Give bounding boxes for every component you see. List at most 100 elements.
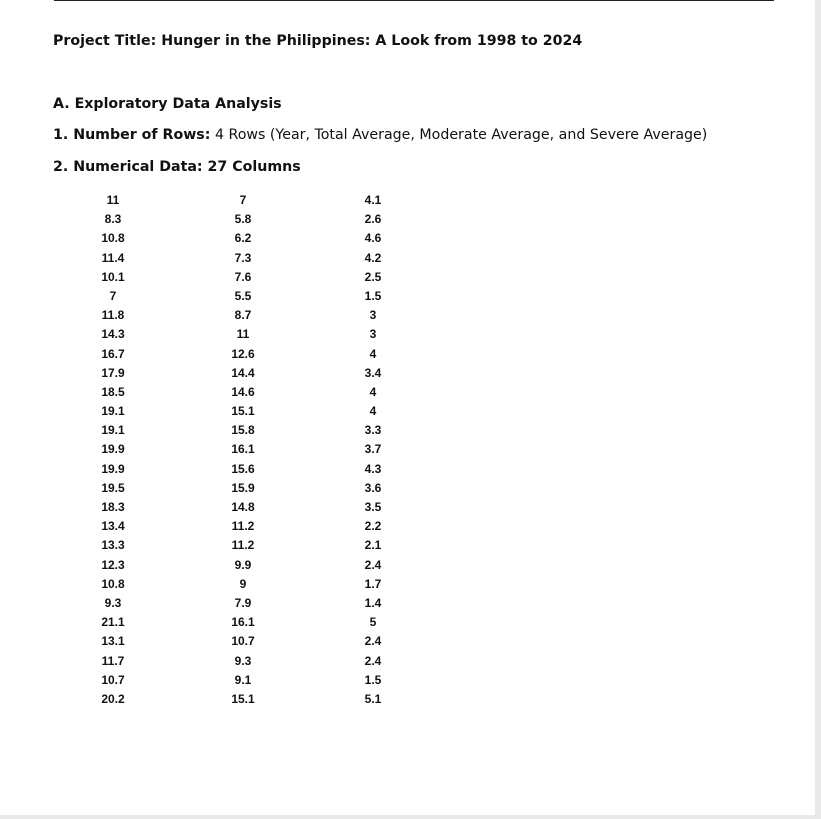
table-cell: 10.7 [101,672,125,687]
table-cell: 5.1 [364,691,382,706]
table-cell: 15.1 [231,691,255,706]
table-cell: 15.1 [231,404,255,419]
project-title-label: Project Title: [53,33,157,49]
table-cell: 15.6 [231,461,255,476]
table-cell: 21.1 [101,615,125,630]
table-cell: 3.7 [364,442,382,457]
table-cell: 14.3 [101,327,125,342]
numerical-heading: 2. Numerical Data: 27 Columns [53,159,301,175]
table-cell: 20.2 [101,691,125,706]
table-row: 19.1 15.1 4 [0,402,815,421]
rows-text: 4 Rows (Year, Total Average, Moderate Av… [214,127,708,143]
table-cell: 15.8 [231,423,255,438]
table-row: 19.5 15.9 3.6 [0,479,815,498]
section-heading: A. Exploratory Data Analysis [53,96,282,112]
table-row: 13.4 11.2 2.2 [0,517,815,536]
table-cell: 8.7 [234,308,252,323]
table-cell: 12.6 [231,346,255,361]
table-row: 14.3 11 3 [0,325,815,344]
rows-line: 1. Number of Rows: 4 Rows (Year, Total A… [53,127,707,143]
table-row: 8.3 5.8 2.6 [0,210,815,229]
table-cell: 4.3 [364,461,382,476]
table-cell: 4.1 [364,193,382,207]
table-cell: 1.5 [364,672,382,687]
table-row: 19.9 15.6 4.3 [0,460,815,479]
table-cell: 18.3 [101,500,125,514]
table-cell: 4.6 [364,231,382,246]
table-cell: 5 [369,615,377,630]
table-cell: 19.5 [101,480,125,495]
table-cell: 2.1 [364,538,382,553]
table-cell: 11.8 [101,308,125,323]
table-cell: 3 [369,308,377,323]
table-row: 10.7 9.1 1.5 [0,671,815,690]
top-rule [54,0,774,1]
table-row: 17.9 14.4 3.4 [0,364,815,383]
table-cell: 1.4 [364,595,382,610]
table-row: 13.3 11.2 2.1 [0,536,815,555]
table-row: 19.9 16.1 3.7 [0,440,815,459]
table-cell: 12.3 [101,557,125,572]
table-cell: 7 [239,193,247,207]
table-cell: 17.9 [101,365,125,380]
table-cell: 9.3 [234,653,252,668]
table-cell: 5.5 [234,288,252,303]
table-cell: 14.6 [231,384,255,399]
table-cell: 3.3 [364,423,382,438]
table-row: 10.8 9 1.7 [0,575,815,594]
table-cell: 3.4 [364,365,382,380]
table-cell: 4 [369,404,377,419]
table-cell: 13.1 [101,634,125,649]
table-row: 10.8 6.2 4.6 [0,229,815,248]
table-cell: 7.6 [234,269,252,284]
table-cell: 7 [109,288,117,303]
table-cell: 4.2 [364,250,382,265]
table-row: 9.3 7.9 1.4 [0,594,815,613]
table-cell: 4 [369,384,377,399]
table-row: 13.1 10.7 2.4 [0,632,815,651]
table-cell: 11.2 [231,538,255,553]
table-cell: 1.7 [364,576,382,591]
table-cell: 7.9 [234,595,252,610]
table-cell: 5.8 [234,212,252,227]
table-cell: 16.1 [231,442,255,457]
table-row: 11.4 7.3 4.2 [0,249,815,268]
table-cell: 18.5 [101,384,125,399]
table-row: 18.3 14.8 3.5 [0,498,815,517]
project-title-line: Project Title: Hunger in the Philippines… [53,33,582,49]
table-cell: 16.7 [101,346,125,361]
table-cell: 16.1 [231,615,255,630]
table-row: 19.1 15.8 3.3 [0,421,815,440]
table-cell: 10.8 [101,576,125,591]
data-table: 11 7 4.1 8.3 5.8 2.6 10.8 6.2 4.6 11.4 7.3 4.2 10.1 7… [0,191,815,709]
table-cell: 11.4 [101,250,125,265]
table-cell: 13.3 [101,538,125,553]
table-cell: 10.8 [101,231,125,246]
table-cell: 2.4 [364,634,382,649]
table-cell: 4 [369,346,377,361]
table-cell: 10.7 [231,634,255,649]
table-cell: 2.4 [364,653,382,668]
table-row: 16.7 12.6 4 [0,345,815,364]
table-cell: 3.6 [364,480,382,495]
table-cell: 2.5 [364,269,382,284]
table-cell: 3 [369,327,377,342]
table-cell: 11.7 [101,653,125,668]
table-cell: 2.4 [364,557,382,572]
table-cell: 19.1 [101,404,125,419]
table-row: 10.1 7.6 2.5 [0,268,815,287]
table-cell: 8.3 [104,212,122,227]
rows-label: 1. Number of Rows: [53,127,211,143]
table-row: 11.8 8.7 3 [0,306,815,325]
table-row: 18.5 14.6 4 [0,383,815,402]
table-cell: 1.5 [364,288,382,303]
table-cell: 11 [236,327,250,342]
table-row: 11.7 9.3 2.4 [0,652,815,671]
table-cell: 9 [239,576,247,591]
table-cell: 19.1 [101,423,125,438]
table-cell: 19.9 [101,461,125,476]
table-row: 12.3 9.9 2.4 [0,556,815,575]
table-cell: 9.1 [234,672,252,687]
table-cell: 19.9 [101,442,125,457]
